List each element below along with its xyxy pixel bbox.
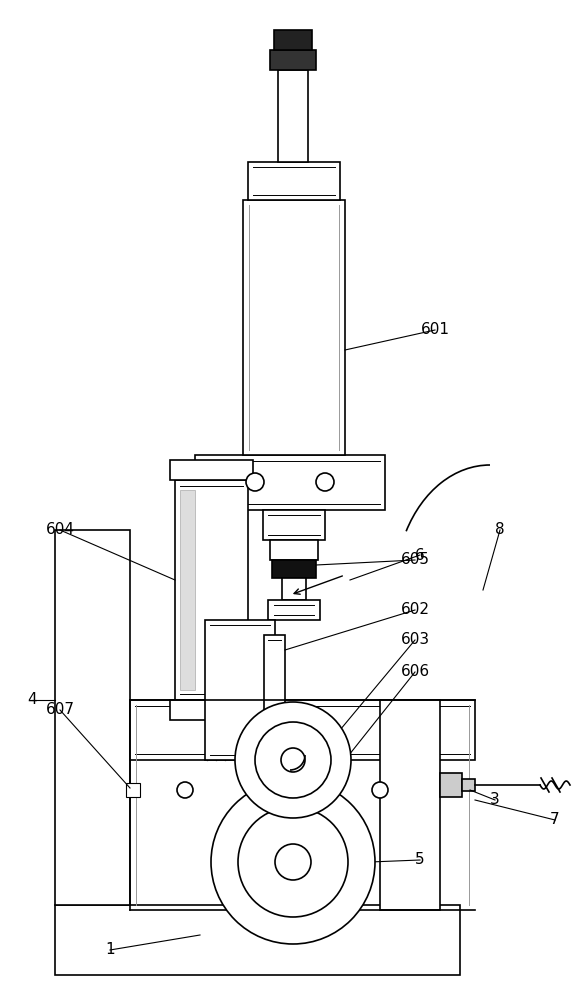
Bar <box>175 480 248 700</box>
Text: 605: 605 <box>400 552 430 568</box>
Bar <box>272 560 316 578</box>
Bar <box>282 578 306 600</box>
Bar <box>263 510 325 540</box>
Bar <box>243 200 345 455</box>
Circle shape <box>177 782 193 798</box>
Text: 604: 604 <box>46 522 74 538</box>
Bar <box>462 779 475 791</box>
Bar <box>55 530 130 905</box>
Bar <box>248 162 340 200</box>
Bar <box>130 700 475 760</box>
Text: 607: 607 <box>46 702 74 718</box>
Text: 606: 606 <box>400 664 430 680</box>
Text: 7: 7 <box>550 812 560 828</box>
Text: 3: 3 <box>490 792 500 808</box>
Circle shape <box>246 473 264 491</box>
Text: 4: 4 <box>27 692 37 708</box>
Bar <box>380 700 440 910</box>
Text: 1: 1 <box>105 942 115 958</box>
Bar <box>270 50 316 70</box>
Bar <box>274 30 312 50</box>
Circle shape <box>275 844 311 880</box>
Bar <box>264 635 285 755</box>
Bar <box>126 783 140 797</box>
Bar <box>278 70 308 162</box>
Bar <box>55 905 460 975</box>
Text: 5: 5 <box>415 852 425 867</box>
Text: 6: 6 <box>415 548 425 562</box>
Circle shape <box>372 782 388 798</box>
Circle shape <box>238 807 348 917</box>
Bar <box>440 773 462 797</box>
Circle shape <box>316 473 334 491</box>
Bar <box>270 540 318 560</box>
Circle shape <box>211 780 375 944</box>
Circle shape <box>235 702 351 818</box>
Bar <box>180 490 195 690</box>
Text: 602: 602 <box>400 602 430 617</box>
Text: 601: 601 <box>421 322 449 338</box>
Circle shape <box>281 748 305 772</box>
Bar <box>205 620 275 760</box>
Bar <box>268 600 320 620</box>
Circle shape <box>255 722 331 798</box>
Bar <box>195 455 385 510</box>
Text: 8: 8 <box>495 522 505 538</box>
Text: 603: 603 <box>400 633 430 648</box>
Bar <box>170 700 253 720</box>
Bar <box>170 460 253 480</box>
